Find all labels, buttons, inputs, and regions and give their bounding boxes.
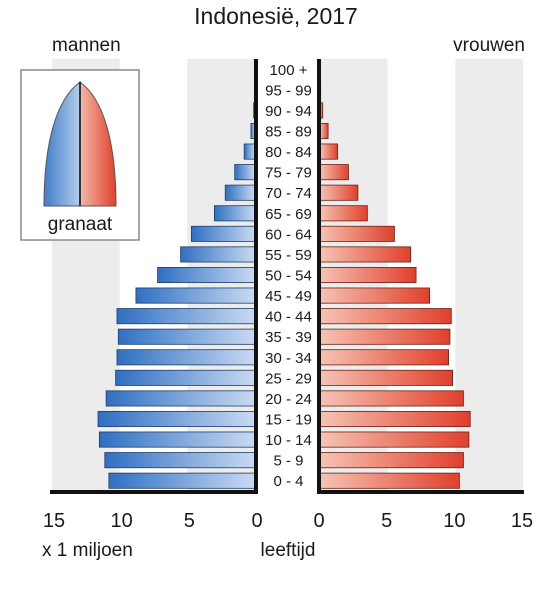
age-label-1: 5 - 9	[273, 453, 303, 470]
age-labels: 0 - 4 5 - 9 10 - 14 15 - 19 20 - 24 25 - 29 30…	[265, 62, 312, 490]
bar-female-5	[319, 369, 454, 386]
age-axis-label: leeftijd	[261, 540, 316, 561]
age-label-5: 25 - 29	[265, 370, 312, 387]
bar-male-13	[213, 205, 256, 222]
age-label-20: 100 +	[270, 62, 308, 79]
male-label: mannen	[52, 35, 121, 56]
bar-female-6	[319, 349, 449, 366]
grid-bands	[52, 59, 523, 491]
bar-female-11	[319, 246, 412, 263]
female-label: vrouwen	[453, 35, 525, 56]
age-label-15: 75 - 79	[265, 165, 312, 182]
bar-male-8	[116, 308, 256, 325]
bar-male-1	[104, 452, 256, 469]
x-axis-unit-label: x 1 miljoen	[42, 540, 133, 561]
tick-labels: 15 10 5 0 0 5 10 15	[43, 510, 533, 532]
age-label-4: 20 - 24	[265, 391, 312, 408]
bar-male-5	[115, 369, 256, 386]
bar-female-3	[319, 410, 471, 428]
bar-male-15	[234, 164, 256, 181]
tick-right-1: 5	[381, 510, 392, 532]
tick-left-1: 10	[111, 510, 133, 532]
bar-male-14	[224, 184, 256, 201]
age-label-9: 45 - 49	[265, 288, 312, 305]
bar-female-17	[319, 122, 329, 140]
age-label-19: 95 - 99	[265, 82, 312, 99]
age-label-2: 10 - 14	[265, 432, 312, 449]
bar-male-10	[157, 266, 256, 284]
bar-male-2	[98, 431, 256, 448]
tick-right-2: 10	[443, 510, 465, 532]
bar-female-8	[319, 308, 452, 325]
bar-female-2	[319, 431, 470, 448]
bar-female-9	[319, 287, 431, 304]
bar-male-11	[180, 246, 256, 263]
tick-right-3: 15	[511, 510, 533, 532]
tick-right-0: 0	[313, 510, 324, 532]
bar-female-14	[319, 184, 359, 201]
bar-male-7	[117, 328, 256, 345]
age-label-18: 90 - 94	[265, 103, 312, 120]
age-label-7: 35 - 39	[265, 329, 312, 346]
age-label-12: 60 - 64	[265, 226, 312, 243]
bar-female-16	[319, 143, 338, 160]
legend-label: granaat	[48, 214, 113, 235]
tick-left-2: 5	[184, 510, 195, 532]
age-label-16: 80 - 84	[265, 144, 312, 161]
age-label-17: 85 - 89	[265, 124, 312, 141]
age-label-0: 0 - 4	[273, 473, 303, 490]
age-label-11: 55 - 59	[265, 247, 312, 264]
center-column	[255, 59, 320, 491]
age-label-3: 15 - 19	[265, 412, 312, 429]
bar-female-0	[319, 472, 460, 489]
bar-female-13	[319, 205, 368, 222]
bar-male-12	[190, 225, 256, 242]
bar-male-16	[243, 143, 256, 160]
bar-female-7	[319, 328, 451, 345]
tick-left-0: 15	[43, 510, 65, 532]
legend-male-half-icon	[43, 81, 81, 207]
age-label-6: 30 - 34	[265, 350, 312, 367]
bar-male-0	[108, 472, 256, 489]
bar-male-6	[116, 349, 256, 366]
bar-female-4	[319, 390, 464, 407]
axes	[50, 59, 524, 494]
chart-title: Indonesië, 2017	[194, 3, 358, 29]
age-label-10: 50 - 54	[265, 268, 312, 285]
legend-box: granaat	[20, 69, 140, 241]
bar-female-10	[319, 266, 417, 284]
age-label-14: 70 - 74	[265, 185, 312, 202]
age-label-13: 65 - 69	[265, 206, 312, 223]
tick-left-3: 0	[251, 510, 262, 532]
bar-female-12	[319, 225, 395, 242]
bar-female-15	[319, 164, 349, 181]
legend-female-half-icon	[79, 81, 117, 207]
age-label-8: 40 - 44	[265, 309, 312, 326]
bar-female-1	[319, 452, 464, 469]
bar-male-4	[105, 390, 256, 407]
bar-male-3	[97, 410, 256, 428]
bar-male-9	[135, 287, 256, 304]
